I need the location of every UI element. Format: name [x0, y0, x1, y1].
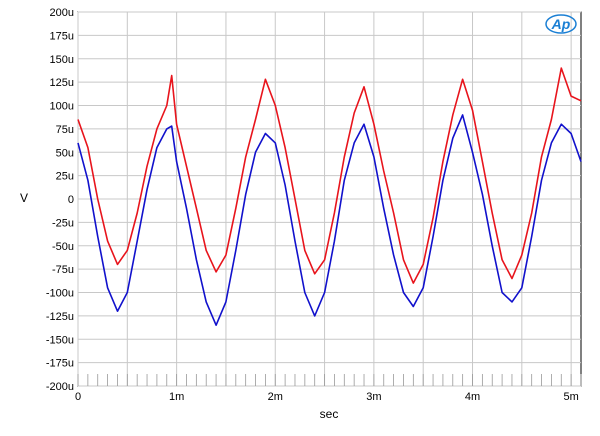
grid-lines [77, 11, 581, 387]
y-tick-label: 100u [50, 101, 74, 113]
y-tick-label: -150u [46, 334, 74, 346]
y-tick-label: -50u [52, 241, 74, 253]
x-tick-labels: 0 1m 2m 3m 4m 5m [75, 391, 579, 403]
y-tick-label: -100u [46, 288, 74, 300]
x-tick-label: 2m [268, 391, 283, 403]
y-tick-label: -25u [52, 217, 74, 229]
x-tick-label: 0 [75, 391, 81, 403]
y-tick-label: 125u [50, 77, 74, 89]
y-tick-label: 150u [50, 54, 74, 66]
y-tick-label: 50u [56, 147, 74, 159]
y-axis-label: V [20, 191, 28, 205]
y-tick-label: 25u [56, 171, 74, 183]
series-line-2 [77, 114, 582, 326]
y-tick-label: -125u [46, 311, 74, 323]
ap-logo: Ap [545, 14, 577, 34]
x-tick-label: 1m [169, 391, 184, 403]
minor-ticks [77, 374, 582, 386]
y-tick-label: 200u [50, 7, 74, 19]
y-tick-labels: 200u 175u 150u 125u 100u 75u 50u 25u 0 -25u -50u -7… [46, 7, 74, 393]
ap-logo-ring [545, 14, 577, 34]
x-axis-label: sec [320, 407, 339, 421]
y-tick-label: 175u [50, 30, 74, 42]
series-lines [77, 67, 582, 326]
y-tick-label: -200u [46, 381, 74, 393]
y-tick-label: -75u [52, 264, 74, 276]
series-line-1 [77, 67, 582, 284]
x-tick-label: 4m [465, 391, 480, 403]
y-tick-label: -175u [46, 358, 74, 370]
x-tick-label: 5m [563, 391, 578, 403]
x-tick-label: 3m [366, 391, 381, 403]
ap-logo-text: Ap [551, 16, 571, 32]
y-tick-label: 0 [68, 194, 74, 206]
y-tick-label: 75u [56, 124, 74, 136]
